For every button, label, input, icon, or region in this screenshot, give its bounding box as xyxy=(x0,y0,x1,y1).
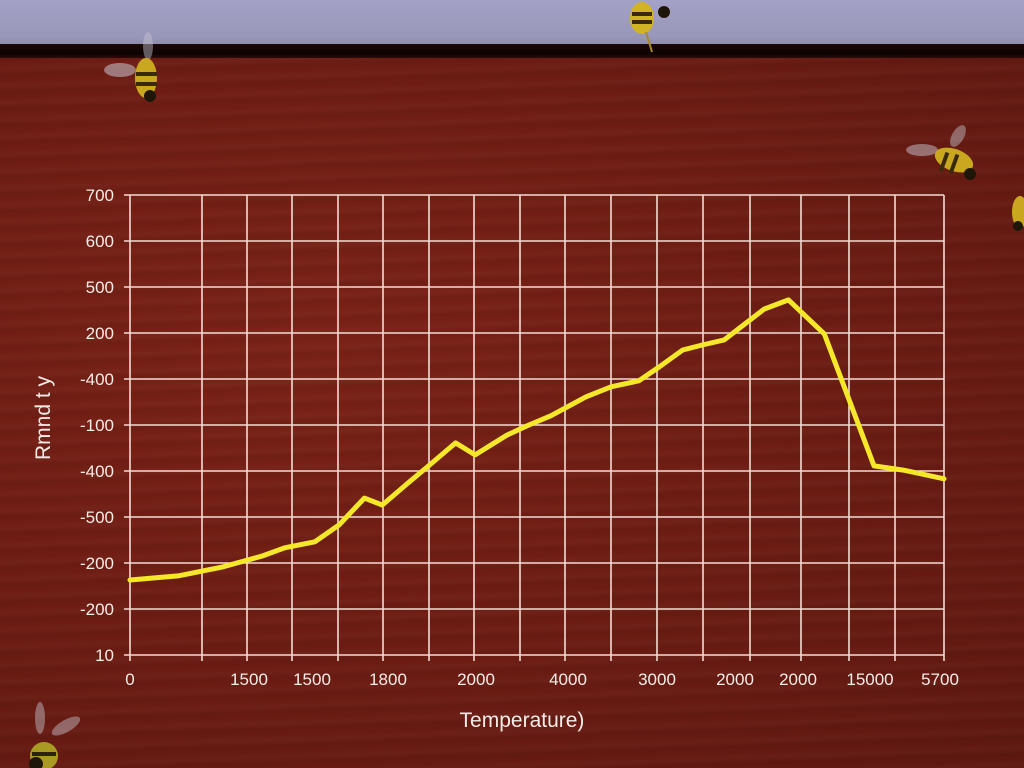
board-shadow xyxy=(0,44,1024,60)
x-tick-label: 1500 xyxy=(293,670,331,689)
y-tick-label: -100 xyxy=(80,416,114,435)
y-tick-label: 700 xyxy=(86,186,114,205)
grid xyxy=(124,194,945,661)
x-tick-label: 2000 xyxy=(779,670,817,689)
x-tick-label: 15000 xyxy=(846,670,893,689)
y-tick-label: -500 xyxy=(80,508,114,527)
x-tick-label: 5700 xyxy=(921,670,959,689)
x-tick-label: 1800 xyxy=(369,670,407,689)
y-tick-label: 600 xyxy=(86,232,114,251)
data-line xyxy=(127,297,947,583)
y-tick-label: 200 xyxy=(86,324,114,343)
bee-icon xyxy=(104,32,157,102)
x-axis: 0 1500 1500 1800 2000 4000 3000 2000 2000 15000 57… xyxy=(125,670,959,689)
y-axis-title: Rmnd t y xyxy=(32,375,55,460)
y-tick-label: -200 xyxy=(80,600,114,619)
bee-icon xyxy=(906,125,976,180)
x-tick-label: 3000 xyxy=(638,670,676,689)
y-tick-label: 500 xyxy=(86,278,114,297)
bee-icon xyxy=(1012,196,1024,231)
y-tick-label: 10 xyxy=(95,646,114,665)
x-tick-label: 1500 xyxy=(230,670,268,689)
x-tick-label: 2000 xyxy=(457,670,495,689)
bee-icon xyxy=(29,702,81,768)
top-board xyxy=(0,0,1024,46)
x-tick-label: 2000 xyxy=(716,670,754,689)
x-tick-label: 4000 xyxy=(549,670,587,689)
y-tick-label: -200 xyxy=(80,554,114,573)
y-axis: 700 600 500 200 -400 -100 -400 -500 -200 -200 10 xyxy=(80,186,114,665)
y-tick-label: -400 xyxy=(80,462,114,481)
y-tick-label: -400 xyxy=(80,370,114,389)
bee-icon xyxy=(630,2,670,53)
x-tick-label: 0 xyxy=(125,670,134,689)
x-axis-title: Temperature) xyxy=(460,709,585,732)
